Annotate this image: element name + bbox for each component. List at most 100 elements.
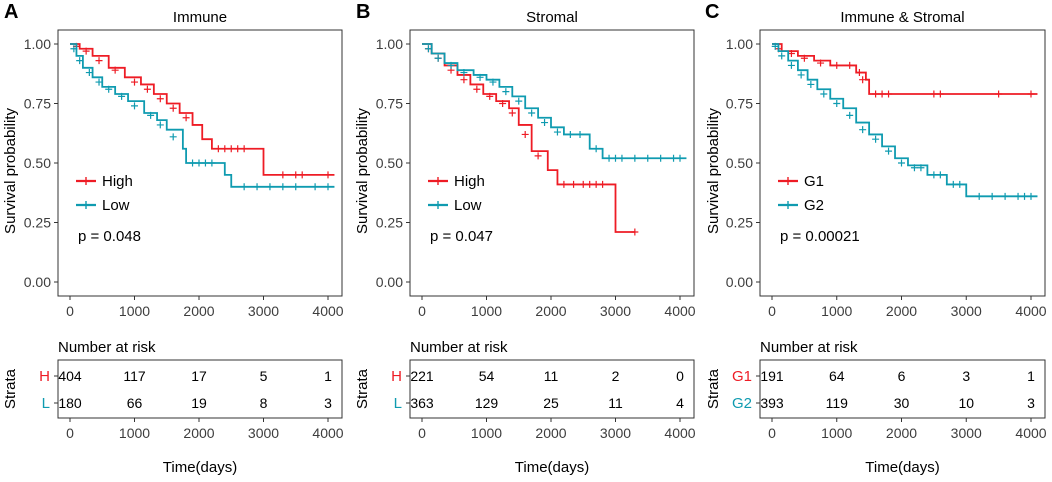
strata-axis-title: Strata [2,368,19,409]
censor-mark [131,102,138,110]
censor-mark [885,90,893,98]
survival-curve-g2 [772,43,1038,198]
censor-mark [917,164,925,172]
censor-mark [201,159,209,167]
legend-label-high: High [454,173,485,190]
censor-mark [566,130,574,138]
censor-mark [631,154,639,162]
censor-mark [771,42,779,50]
censor-mark [131,78,138,86]
risk-count: 393 [760,395,784,411]
censor-mark [859,76,867,84]
censor-mark [234,145,242,153]
censor-mark [586,180,594,188]
risk-count: 119 [826,395,849,411]
risk-strata-label: G2 [732,395,752,412]
risk-count: 3 [1027,395,1035,411]
risk-count: 1 [1027,368,1035,384]
risk-x-tick-label: 0 [418,425,426,441]
censor-mark [208,159,216,167]
censor-mark [872,90,880,98]
censor-mark [541,119,549,127]
censor-mark [817,59,825,67]
risk-count: 64 [829,368,845,384]
censor-mark [560,180,568,188]
censor-mark [846,111,854,119]
censor-mark [499,100,507,107]
risk-x-tick-label: 4000 [1015,425,1046,441]
x-tick-label: 2000 [535,303,566,319]
risk-strata-label: G1 [732,368,752,385]
censor-mark [988,192,996,200]
censor-mark [631,228,639,236]
y-tick-label: 0.75 [376,96,403,112]
censor-mark [292,171,300,179]
censor-mark [521,130,529,138]
risk-x-tick-label: 4000 [664,425,695,441]
censor-mark [221,145,229,153]
x-axis-title: Time(days) [865,459,939,476]
legend-label-low: Low [454,197,482,214]
censor-mark [76,57,84,65]
risk-count: 1 [324,368,332,384]
censor-mark [111,66,119,74]
censor-mark [670,154,678,162]
censor-mark [778,52,786,60]
risk-table-frame [57,359,343,419]
km-panel-a: A Immune 0.00 0.25 0.50 0.75 1.00 0 1000 2000 3000… [2,1,344,476]
censor-mark [486,92,494,100]
x-tick-label: 2000 [183,303,214,319]
risk-count: 11 [544,368,559,384]
risk-count: 2 [612,368,620,384]
risk-strata-label: H [39,368,50,385]
x-tick-label: 3000 [248,303,279,319]
censor-mark [1027,192,1035,200]
risk-x-tick-label: 3000 [248,425,279,441]
y-tick-label: 0.00 [24,274,51,290]
censor-mark [592,180,600,188]
censor-mark [975,192,983,200]
x-tick-label: 3000 [600,303,631,319]
risk-count: 363 [410,395,434,411]
censor-mark [605,154,613,162]
censor-mark [434,54,442,62]
censor-mark [118,92,126,100]
risk-count: 3 [324,395,332,411]
censor-mark [240,145,248,153]
censor-mark [807,80,815,88]
censor-mark [579,180,587,188]
censor-mark [85,69,93,77]
censor-mark [846,61,854,69]
censor-mark [878,90,886,98]
censor-mark [1001,192,1009,200]
censor-mark [214,145,222,153]
risk-x-tick-label: 3000 [600,425,631,441]
y-tick-label: 0.00 [726,274,753,290]
censor-mark [105,85,113,93]
risk-count: 5 [260,368,268,384]
x-tick-label: 4000 [1015,303,1046,319]
censor-mark [885,147,893,155]
censor-mark [797,71,805,79]
censor-mark [424,45,432,53]
x-tick-label: 0 [66,303,74,319]
y-tick-label: 0.25 [726,215,753,231]
censor-mark [195,159,203,167]
risk-table-frame [759,359,1046,419]
x-tick-label: 3000 [951,303,982,319]
censor-mark [644,154,652,162]
censor-mark [898,159,905,167]
censor-mark [930,90,938,98]
risk-table-frame [409,359,695,419]
y-axis-title: Survival probability [354,108,371,234]
censor-mark [82,47,90,55]
risk-x-tick-label: 3000 [951,425,982,441]
censor-mark [156,95,164,103]
y-tick-label: 1.00 [726,36,753,52]
censor-mark [279,183,287,191]
censor-mark [324,171,332,179]
panel-title: Stromal [526,9,578,26]
risk-strata-label: H [391,368,402,385]
legend-label-high: High [102,173,133,190]
